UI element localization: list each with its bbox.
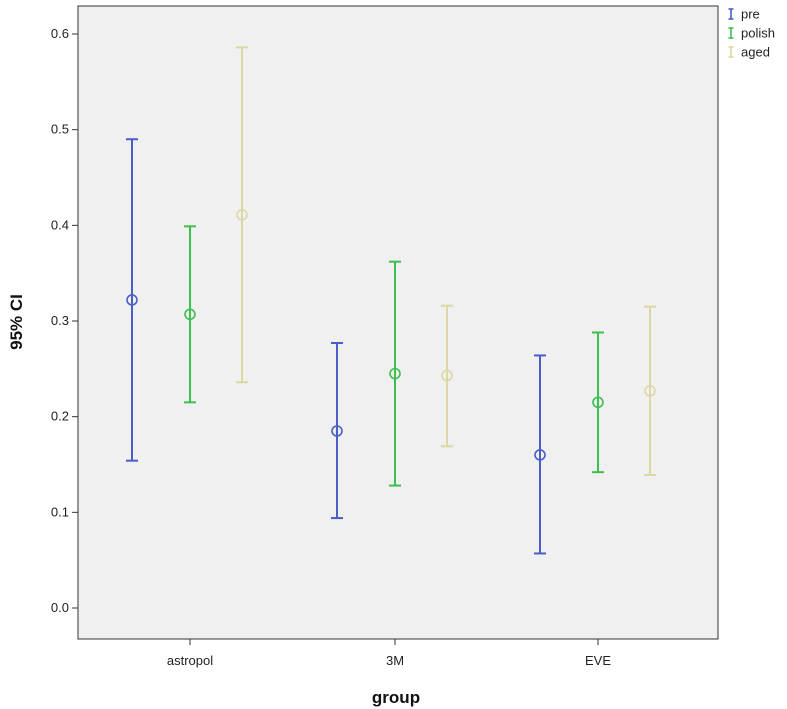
legend-item-polish: polish — [728, 26, 775, 41]
y-tick-label: 0.0 — [51, 600, 69, 615]
y-tick-label: 0.1 — [51, 504, 69, 519]
x-tick-label: EVE — [585, 653, 611, 668]
x-tick-label: astropol — [167, 653, 213, 668]
x-tick-label: 3M — [386, 653, 404, 668]
legend-label: aged — [741, 45, 770, 60]
mean-marker — [184, 308, 196, 321]
y-axis-title: 95% CI — [7, 294, 26, 350]
y-tick-label: 0.4 — [51, 217, 69, 232]
error-bar-pre-eve — [534, 354, 546, 555]
y-axis: 0.0 0.1 0.2 0.3 0.4 0.5 0.6 — [51, 26, 78, 615]
mean-marker — [126, 294, 138, 306]
error-bar-aged-3m — [441, 304, 453, 448]
legend-label: polish — [741, 26, 775, 41]
error-bars — [126, 46, 656, 555]
mean-marker — [534, 449, 546, 461]
y-tick-label: 0.5 — [51, 122, 69, 137]
mean-marker — [331, 425, 343, 437]
y-tick-label: 0.3 — [51, 313, 69, 328]
error-bar-aged-astropol — [236, 46, 248, 384]
legend-item-pre: pre — [728, 7, 760, 22]
error-bar-pre-astropol — [126, 138, 138, 462]
error-bar-pre-3m — [331, 342, 343, 520]
legend-label: pre — [741, 7, 760, 22]
error-bar-polish-3m — [389, 260, 401, 487]
mean-marker — [592, 396, 604, 409]
plot-area — [77, 5, 719, 640]
error-bar-polish-eve — [592, 331, 604, 474]
legend: pre polish aged — [728, 7, 775, 60]
x-axis-title: group — [372, 688, 420, 707]
x-axis: astropol 3M EVE — [167, 639, 611, 668]
mean-marker — [389, 367, 401, 380]
legend-item-aged: aged — [728, 45, 770, 60]
error-bar-polish-astropol — [184, 225, 196, 404]
mean-marker — [236, 209, 248, 221]
error-bar-aged-eve — [644, 305, 656, 477]
y-tick-label: 0.6 — [51, 26, 69, 41]
mean-marker — [441, 369, 453, 382]
mean-marker — [644, 385, 656, 397]
y-tick-label: 0.2 — [51, 409, 69, 424]
